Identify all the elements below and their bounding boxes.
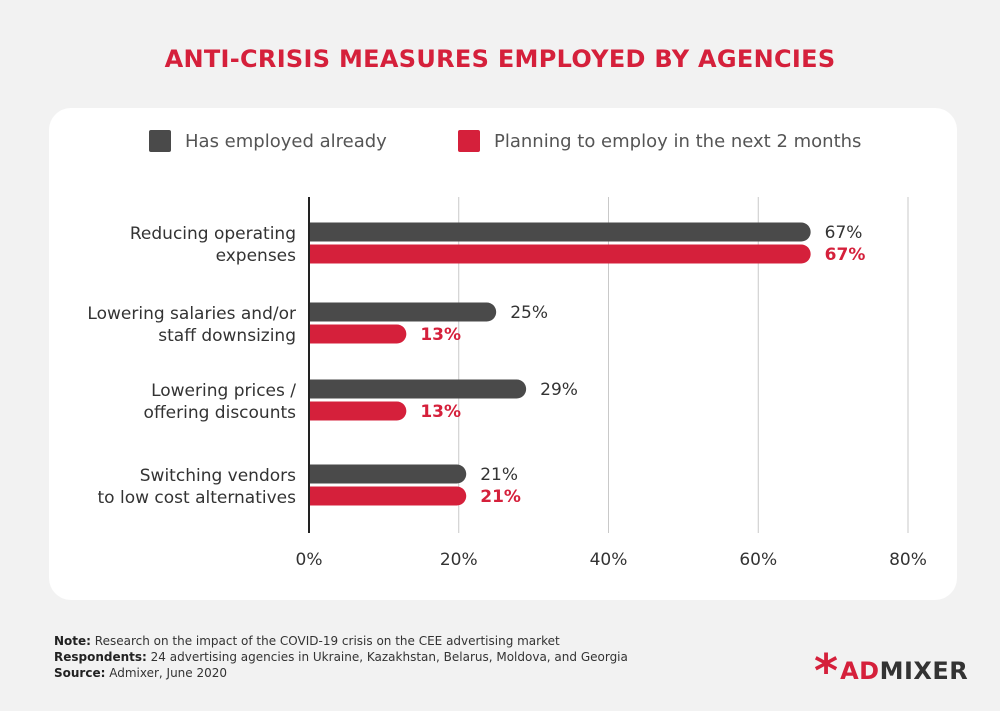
legend-item-planning: Planning to employ in the next 2 months [458,128,861,154]
note-text: Research on the impact of the COVID-19 c… [90,634,560,648]
data-label: 21% [480,487,521,507]
bar-planning [309,244,811,264]
bar-employed [309,464,467,484]
x-tick-label: 40% [590,550,628,570]
source-line: Source: Admixer, June 2020 [54,665,628,681]
chart-title: ANTI-CRISIS MEASURES EMPLOYED BY AGENCIE… [164,45,836,73]
category-label: expenses [216,246,297,266]
legend-label-planning: Planning to employ in the next 2 months [494,130,862,152]
logo-text-ad: AD [840,657,880,685]
category-label: Reducing operating [130,224,296,244]
legend-item-employed: Has employed already [149,128,387,154]
logo-text: ADMIXER [840,657,968,685]
note-line: Note: Research on the impact of the COVI… [54,633,628,649]
logo-text-mixer: MIXER [879,657,969,685]
data-label: 29% [540,380,578,400]
x-tick-label: 0% [296,550,323,570]
x-tick-label: 60% [739,550,777,570]
note-label: Note: [54,634,91,648]
category-label: Switching vendors [140,466,296,486]
notes-block: Note: Research on the impact of the COVI… [54,633,628,681]
bar-employed [309,302,497,322]
bar-planning [309,401,407,421]
category-label: offering discounts [144,403,297,423]
logo-asterisk-icon: * [814,644,839,698]
data-label: 13% [420,325,461,345]
legend-label-employed: Has employed already [185,130,387,152]
data-label: 25% [510,303,548,323]
data-label: 67% [825,245,866,265]
chart-card [49,108,957,600]
legend-swatch-employed [149,130,171,152]
category-label: Lowering salaries and/or [87,304,296,324]
bar-employed [309,379,527,399]
source-text: Admixer, June 2020 [105,666,228,680]
bar-employed [309,222,811,242]
bar-planning [309,324,407,344]
category-label: to low cost alternatives [98,488,297,508]
x-tick-label: 80% [889,550,927,570]
data-label: 13% [420,402,461,422]
respondents-label: Respondents: [54,650,147,664]
data-label: 67% [825,223,863,243]
data-label: 21% [480,465,518,485]
x-tick-label: 20% [440,550,478,570]
respondents-line: Respondents: 24 advertising agencies in … [54,649,628,665]
legend-swatch-planning [458,130,480,152]
admixer-logo: * ADMIXER [814,644,968,698]
category-label: Lowering prices / [151,381,296,401]
bar-planning [309,486,467,506]
category-label: staff downsizing [158,326,296,346]
respondents-text: 24 advertising agencies in Ukraine, Kaza… [146,650,628,664]
source-label: Source: [54,666,106,680]
